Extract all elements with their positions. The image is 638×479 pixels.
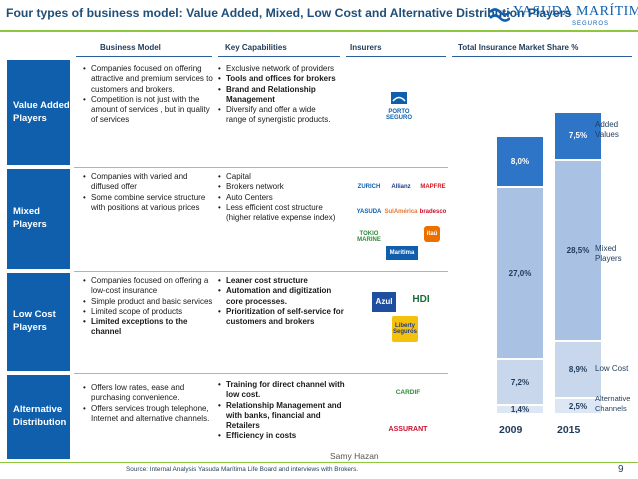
bar-segment-alternative-channels-2009: 1,4% [497,405,543,415]
insurer-logo-mapfre: MAPFRE [420,183,446,190]
company-logo-name: YASUDA MARÍTIMA [513,4,638,19]
list-item: Training for direct channel with low cos… [218,380,346,401]
top-divider [0,30,638,32]
data-label: 7,2% [510,377,530,387]
bar-segment-added-values-2015: 7,5% [555,112,601,159]
list-item: Leaner cost structure [218,276,346,287]
bar-segment-mixed-players-2015: 28,5% [555,160,601,341]
insurer-logo-bradesco: bradesco [419,208,447,215]
source-note: Source: Internal Analysis Yasuda Marítim… [126,466,359,473]
presenter-name: Samy Hazan [330,451,379,461]
slide-title: Four types of business model: Value Adde… [6,6,572,20]
legend-low-cost: Low Cost [595,364,629,373]
list-item: Brand and Relationship Management [218,85,338,106]
category-mixed: Mixed Players [7,169,70,269]
list-item: Relationship Management and with banks, … [218,401,346,432]
list-item-text: Offers low rates, ease and purchasing co… [91,383,185,403]
list-item: Efficiency in costs [218,431,346,442]
insurer-logo-sulamerica: SulAmérica [384,208,418,215]
capabilities-low-cost: Leaner cost structure Automation and dig… [218,276,346,327]
insurer-logo-azul: Azul [372,292,396,312]
x-tick-2009: 2009 [499,424,523,436]
wave-icon [489,8,510,22]
category-value-added: Value Added Players [7,60,70,165]
company-logo: YASUDA MARÍTIMA SEGUROS [488,2,638,30]
column-underline [218,56,340,57]
list-item: Prioritization of self-service for custo… [218,307,346,328]
list-item: Some combine service structure with posi… [83,193,215,214]
data-label: 28,5% [566,245,590,255]
list-item: Companies with varied and diffused offer [83,172,215,193]
business-model-mixed: Companies with varied and diffused offer… [83,172,215,213]
list-item: Companies focused on offering attractive… [83,64,215,95]
column-underline [76,56,212,57]
bar-segment-added-values-2009: 8,0% [497,136,543,186]
page-number: 9 [618,464,624,475]
data-label: 7,5% [568,131,588,141]
data-label: 8,9% [568,365,588,375]
list-item: Automation and digitization core process… [218,286,346,307]
insurer-logo-zurich: ZURICH [357,183,381,190]
list-item: Less efficient cost structure (higher re… [218,203,343,224]
bar-segment-low-cost-2015: 8,9% [555,342,601,398]
insurer-name: PORTO SEGURO [385,108,412,122]
capabilities-mixed: Capital Brokers network Auto Centers Les… [218,172,343,223]
insurer-logo-cardif: CARDIF [395,388,421,396]
list-item: Limited scope of products [83,307,215,318]
column-header-market-share: Total Insurance Market Share % [458,43,579,52]
insurer-logo-maritima: Marítima [386,246,418,260]
list-item: Brokers network [218,182,343,193]
row-divider [74,271,448,272]
bar-segment-low-cost-2009: 7,2% [497,360,543,405]
business-model-low-cost: Companies focused on offering a low-cost… [83,276,215,338]
bar-segment-alternative-channels-2015: 2,5% [555,399,601,413]
column-underline [346,56,446,57]
category-alternative-distribution: Alternative Distribution [7,375,70,459]
x-tick-2015: 2015 [557,424,581,436]
column-header-insurers: Insurers [350,43,382,52]
insurer-logo-porto-seguro: PORTO SEGURO [382,90,416,122]
footer-divider [0,462,638,463]
list-item: Offers services trough telephone, Intern… [83,404,218,425]
legend-mixed-players: Mixed Players [595,244,622,263]
insurer-logo-allianz: Allianz [391,183,411,190]
list-item: Offers low rates, ease and purchasing co… [83,383,218,404]
legend-added-values: Added Values [595,120,619,139]
bar-segment-mixed-players-2009: 27,0% [497,187,543,359]
capabilities-value-added: Exclusive network of providers Tools and… [218,64,338,126]
insurer-logo-hdi: HDI [412,293,430,305]
list-item: Simple product and basic services [83,297,215,308]
list-item: Limited exceptions to the channel [83,317,215,338]
insurer-logo-assurant: ASSURANT [388,426,428,434]
legend-alternative-channels: Alternative Channels [595,394,631,413]
column-header-business-model: Business Model [100,43,161,52]
data-label: 1,4% [510,405,530,415]
porto-seguro-icon [391,91,407,104]
list-item: Competition is not just with the amount … [83,95,215,126]
data-label: 8,0% [510,156,530,166]
insurer-logo-liberty: Liberty Seguros [392,316,418,342]
insurer-logo-yasuda: YASUDA [356,208,382,215]
list-item: Tools and offices for brokers [218,74,338,85]
category-low-cost: Low Cost Players [7,273,70,371]
list-item: Exclusive network of providers [218,64,338,75]
row-divider [74,373,448,374]
data-label: 27,0% [508,268,532,278]
business-model-value-added: Companies focused on offering attractive… [83,64,215,126]
data-label: 2,5% [568,401,588,411]
insurer-logo-tokio-marine: TOKIO MARINE [357,230,381,243]
capabilities-alternative: Training for direct channel with low cos… [218,380,346,442]
row-divider [74,167,448,168]
list-item: Diversify and offer a wide range of syne… [218,105,338,126]
list-item: Capital [218,172,343,183]
list-item: Auto Centers [218,193,343,204]
insurer-logo-itau: itaú [424,226,440,242]
list-item: Companies focused on offering a low-cost… [83,276,215,297]
column-header-key-capabilities: Key Capabilities [225,43,287,52]
column-underline [452,56,632,57]
business-model-alternative: Offers low rates, ease and purchasing co… [83,383,218,424]
company-logo-sub: SEGUROS [572,21,610,27]
